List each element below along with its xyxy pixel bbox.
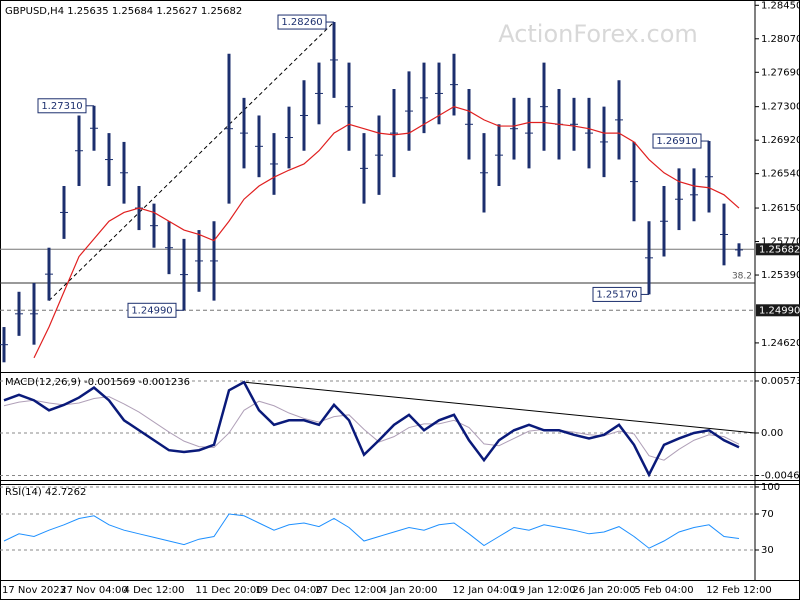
y-tick-label: 1.24620 (761, 338, 800, 349)
y-tick-label: 1.28450 (761, 0, 800, 11)
open: 1.25635 (67, 6, 108, 17)
swing-box (37, 98, 87, 114)
y-tick-label: 1.27690 (761, 67, 800, 78)
rsi-title: RSI(14) 42.7262 (5, 487, 86, 498)
y-tick-label: 1.26920 (761, 135, 800, 146)
swing-label: 1.26910 (656, 136, 697, 147)
swing-label: 1.28260 (281, 17, 322, 28)
x-tick-label: 12 Feb 12:00 (706, 585, 772, 596)
swing-box (277, 14, 327, 30)
signal-value: -0.001236 (139, 377, 190, 388)
x-tick-label: 27 Nov 04:00 (60, 585, 127, 596)
price-level-label: 1.24990 (759, 305, 800, 316)
y-tick-label: 0.00573 (761, 376, 800, 387)
fibo-label: 38.2 (732, 271, 752, 281)
y-tick-label: 70 (761, 509, 774, 520)
watermark: ActionForex.com (498, 20, 698, 48)
series-line (3, 380, 740, 478)
y-tick-label: 1.27300 (761, 102, 800, 113)
x-tick-label: 11 Dec 20:00 (195, 585, 262, 596)
series-line (3, 396, 740, 461)
y-tick-label: -0.004685 (761, 471, 800, 482)
x-tick-label: 4 Dec 12:00 (124, 585, 185, 596)
swing-box (652, 133, 702, 149)
x-tick-label: 19 Dec 04:00 (255, 585, 322, 596)
symbol: GBPUSD,H4 (5, 6, 64, 17)
x-tick-label: 19 Jan 12:00 (512, 585, 575, 596)
x-tick-label: 12 Jan 04:00 (452, 585, 515, 596)
low: 1.25627 (156, 6, 197, 17)
price-level-box (756, 304, 800, 317)
macd-value: -0.001569 (84, 377, 135, 388)
swing-label: 1.27310 (41, 101, 82, 112)
y-tick-label: 1.25390 (761, 270, 800, 281)
series-line (3, 513, 740, 549)
y-tick-label: 0.00 (761, 428, 783, 439)
swing-box (592, 286, 642, 302)
x-tick-label: 17 Nov 2023 (2, 585, 66, 596)
swing-box (127, 302, 177, 318)
swing-label: 1.25170 (596, 289, 637, 300)
x-tick-label: 26 Jan 20:00 (572, 585, 635, 596)
swing-label: 1.24990 (131, 305, 172, 316)
quote-header: GBPUSD,H4 1.25635 1.25684 1.25627 1.2568… (5, 6, 242, 17)
x-tick-label: 5 Feb 04:00 (634, 585, 693, 596)
trend-line (243, 381, 756, 434)
y-tick-label: 30 (761, 545, 774, 556)
y-tick-label: 1.26150 (761, 203, 800, 214)
y-tick-label: 1.28070 (761, 34, 800, 45)
macd-title: MACD(12,26,9) -0.001569 -0.001236 (5, 377, 190, 388)
price-level-label: 1.25682 (759, 244, 800, 255)
y-tick-label: 1.26540 (761, 169, 800, 180)
x-tick-label: 27 Dec 12:00 (315, 585, 382, 596)
close: 1.25682 (201, 6, 242, 17)
high: 1.25684 (112, 6, 153, 17)
y-tick-label: 1.25770 (761, 237, 800, 248)
moving-average (33, 106, 740, 359)
price-level-box (756, 243, 800, 256)
trend-line (48, 21, 335, 301)
rsi-value: 42.7262 (45, 487, 86, 498)
rsi-name: RSI(14) (5, 487, 42, 498)
x-tick-label: 4 Jan 20:00 (381, 585, 438, 596)
y-tick-label: 100 (761, 482, 780, 493)
macd-name: MACD(12,26,9) (5, 377, 81, 388)
